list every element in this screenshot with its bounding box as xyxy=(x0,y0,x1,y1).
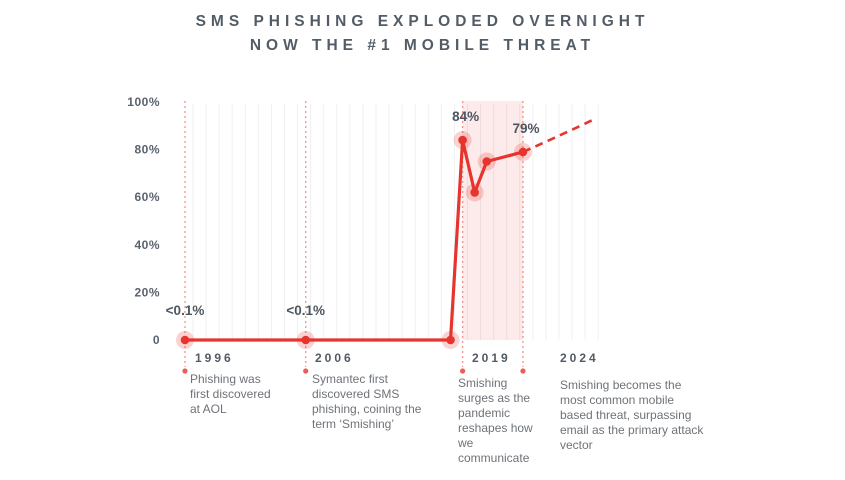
timeline-year-1996: 1996 xyxy=(195,351,234,365)
data-point xyxy=(458,135,467,145)
timeline-year-2019: 2019 xyxy=(472,351,511,365)
event-guide-dot-2024 xyxy=(520,368,526,374)
y-tick-40: 40% xyxy=(134,238,160,252)
y-tick-80: 80% xyxy=(134,143,160,157)
chart-title-line-1: SMS PHISHING EXPLODED OVERNIGHT xyxy=(195,13,650,30)
event-guide-dot-2006 xyxy=(303,368,309,374)
value-label-2019: 84% xyxy=(452,109,479,124)
y-tick-20: 20% xyxy=(134,285,160,299)
value-label-2006: <0.1% xyxy=(286,303,325,318)
projection-line xyxy=(522,117,596,154)
event-guide-dot-1996 xyxy=(182,368,188,374)
data-point xyxy=(301,335,311,345)
timeline-note-2024: Smishing becomes the most common mobile … xyxy=(560,378,704,452)
y-tick-0: 0 xyxy=(153,333,160,347)
timeline-note-1996: Phishing was first discovered at AOL xyxy=(190,372,271,416)
data-point xyxy=(470,188,479,197)
data-point xyxy=(482,157,492,166)
timeline-note-2006: Symantec first discovered SMS phishing, … xyxy=(312,372,422,431)
timeline-year-2006: 2006 xyxy=(315,351,354,365)
value-label-2024: 79% xyxy=(512,121,539,136)
highlight-band xyxy=(462,101,523,340)
data-point xyxy=(180,335,190,345)
timeline-note-2019: Smishing surges as the pandemic reshapes… xyxy=(458,376,533,465)
event-guide-dot-2019 xyxy=(460,368,466,374)
value-label-1996: <0.1% xyxy=(166,303,205,318)
data-point xyxy=(446,335,455,345)
y-tick-60: 60% xyxy=(134,190,160,204)
timeline-year-2024: 2024 xyxy=(560,351,599,365)
data-point xyxy=(518,147,528,157)
y-tick-100: 100% xyxy=(127,95,160,109)
chart-title-line-2: NOW THE #1 MOBILE THREAT xyxy=(249,37,596,54)
